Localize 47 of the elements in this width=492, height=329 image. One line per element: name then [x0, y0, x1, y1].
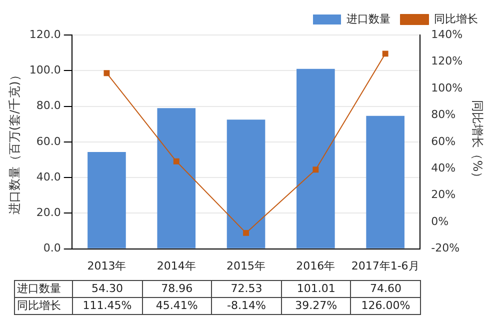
point	[312, 166, 319, 173]
y2-tick-label: 140%	[431, 28, 463, 41]
y2-tick-label: 20%	[431, 188, 456, 202]
y2-tick-label: 100%	[431, 81, 463, 94]
point	[243, 230, 249, 236]
y2-tick-label: 60%	[431, 134, 456, 148]
y-tick-label: 80.0	[36, 99, 61, 112]
data-label: 39.27%	[281, 298, 351, 314]
y2-axis-title: 同比增长（%）	[470, 100, 485, 184]
y-tick-label: 20.0	[36, 206, 61, 220]
x-tick-label: 2017年1-6月	[351, 259, 420, 272]
text: 同比增长	[17, 299, 61, 312]
data-label: 45.41%	[142, 298, 212, 314]
y-tick-label: 0.0	[43, 242, 61, 255]
data-label: 101.01	[281, 280, 351, 298]
y-tick-label: 60.0	[36, 134, 61, 148]
x-tick-label: 2014年	[156, 259, 196, 272]
bar	[88, 152, 126, 248]
data-label: 54.30	[72, 280, 142, 298]
y-tick-label: 120.0	[29, 28, 61, 41]
y-axis-title: 进口数量（百万(套/千克)）	[7, 69, 22, 215]
y2-tick-label: 80%	[431, 108, 456, 122]
y2-tick-label: 0%	[431, 214, 449, 228]
bar	[296, 68, 335, 248]
y2-tick-label: -20%	[431, 242, 460, 255]
x-tick-label: 2013年	[87, 259, 126, 272]
bar	[226, 120, 266, 248]
y-tick-label: 40.0	[36, 170, 61, 184]
data-label: 78.96	[142, 280, 212, 298]
x-tick-label: 2016年	[296, 259, 336, 272]
point	[173, 158, 180, 164]
y2-tick-label: 120%	[431, 54, 463, 68]
data-label: 72.53	[212, 280, 282, 298]
legend-label: 同比增长	[434, 12, 478, 26]
data-label: 74.60	[350, 280, 421, 298]
data-label: -8.14%	[212, 298, 282, 314]
bar	[366, 116, 404, 248]
data-label: 126.00%	[350, 298, 421, 314]
y-tick-label: 100.0	[29, 63, 61, 76]
point	[382, 50, 388, 57]
text: 进口数量	[17, 282, 61, 295]
y2-tick-label: 40%	[431, 161, 456, 174]
point	[104, 70, 110, 76]
legend-label: 进口数量	[346, 12, 390, 26]
x-tick-label: 2015年	[226, 259, 266, 272]
data-label: 111.45%	[72, 298, 142, 314]
bar	[157, 108, 196, 248]
